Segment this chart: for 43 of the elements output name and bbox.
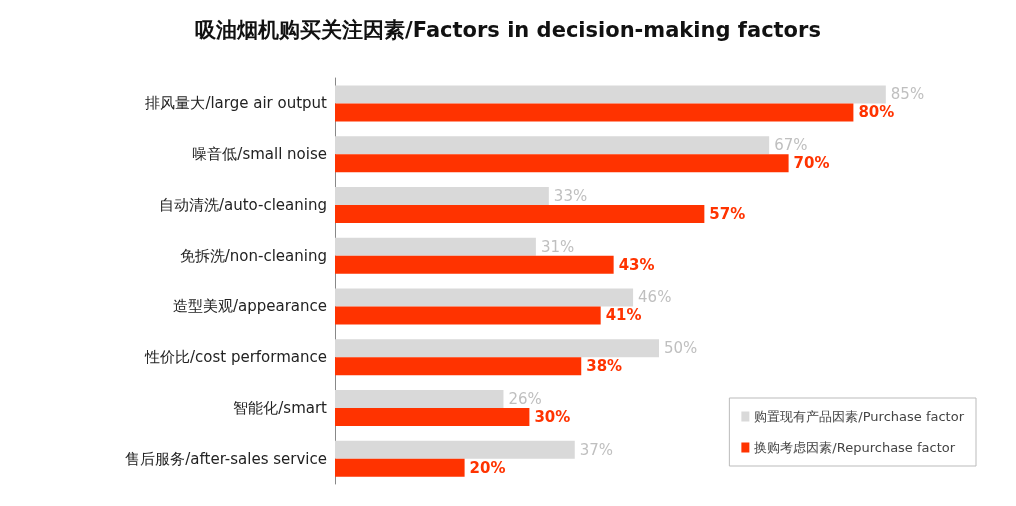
legend-label: 购置现有产品因素/Purchase factor <box>754 409 965 424</box>
y-tick-label: 自动清洗/auto-cleaning <box>158 195 327 214</box>
bar <box>335 204 705 223</box>
bar <box>335 255 614 274</box>
y-tick-label: 免拆洗/non-cleaning <box>179 246 327 265</box>
bar <box>335 407 530 426</box>
data-label: 41% <box>605 306 642 325</box>
data-label: 67% <box>774 136 808 155</box>
bar <box>335 288 634 307</box>
data-label: 70% <box>793 154 830 173</box>
bar <box>335 458 465 477</box>
data-label: 46% <box>638 288 672 307</box>
data-label: 33% <box>553 186 588 205</box>
y-tick-label: 智能化/smart <box>233 398 328 417</box>
y-tick-label: 造型美观/appearance <box>172 297 327 316</box>
y-tick-label: 售后服务/after-sales service <box>125 449 327 468</box>
data-label: 50% <box>664 339 698 358</box>
y-tick-label: 噪音低/small noise <box>192 145 327 164</box>
bar <box>335 440 575 459</box>
data-label: 38% <box>586 357 623 376</box>
data-label: 20% <box>469 458 506 477</box>
bar <box>335 389 504 408</box>
bar <box>335 237 536 256</box>
bar <box>335 186 549 205</box>
y-tick-label: 排风量大/large air output <box>145 94 328 113</box>
bar <box>335 103 854 122</box>
data-label: 80% <box>858 103 895 122</box>
bar <box>335 136 770 155</box>
y-tick-label: 性价比/cost performance <box>143 348 327 367</box>
legend-label: 换购考虑因素/Repurchase factor <box>754 440 956 455</box>
chart-title: 吸油烟机购买关注因素/Factors in decision-making factors <box>195 17 821 42</box>
bar <box>335 306 601 325</box>
bar <box>335 85 886 104</box>
data-label: 30% <box>534 407 571 426</box>
data-label: 26% <box>508 389 542 408</box>
data-label: 57% <box>709 204 746 223</box>
data-label: 37% <box>579 440 614 459</box>
bar <box>335 357 582 376</box>
bar <box>335 339 659 358</box>
data-label: 31% <box>540 237 575 256</box>
data-label: 43% <box>618 255 655 274</box>
bar <box>335 154 789 173</box>
data-label: 85% <box>890 85 925 104</box>
